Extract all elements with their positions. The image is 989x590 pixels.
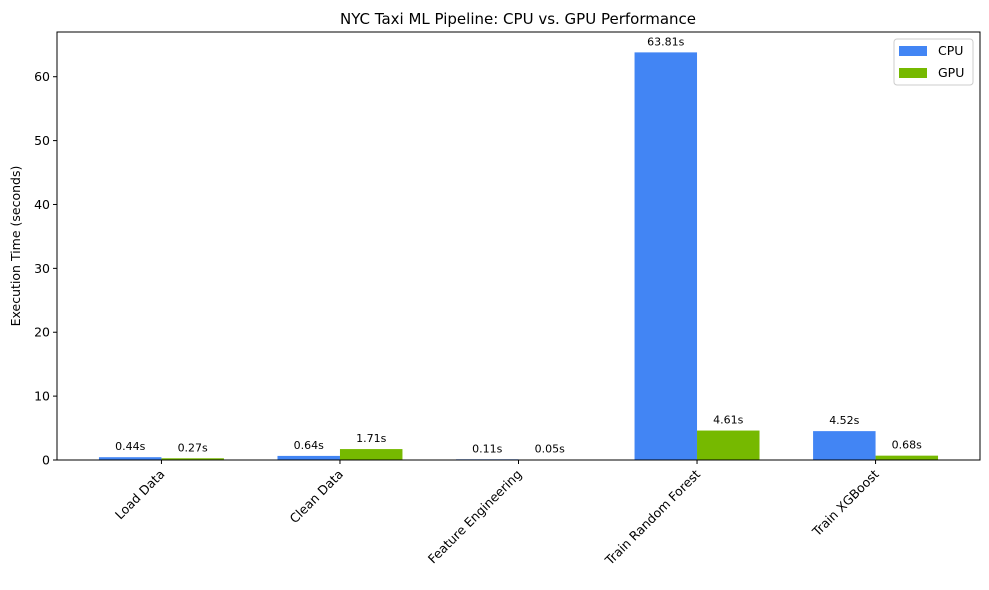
x-tick-label: Feature Engineering [425, 467, 525, 567]
y-tick-label: 60 [34, 69, 50, 84]
data-label: 4.61s [713, 414, 743, 427]
legend-swatch-cpu [899, 46, 927, 56]
bar-cpu [98, 457, 162, 460]
data-label: 0.44s [115, 440, 145, 453]
y-tick-label: 10 [34, 389, 50, 404]
x-tick-label: Train Random Forest [601, 466, 703, 568]
bar-gpu [161, 458, 224, 460]
data-label: 0.64s [294, 439, 324, 452]
data-label: 1.71s [356, 432, 386, 445]
y-tick-label: 50 [34, 133, 50, 148]
bar-gpu [339, 449, 403, 460]
legend-label: CPU [938, 43, 963, 58]
data-label: 63.81s [647, 35, 684, 48]
legend-swatch-gpu [899, 68, 927, 78]
bar-cpu [634, 52, 698, 461]
bar-cpu [813, 431, 876, 460]
plot-frame [56, 31, 981, 461]
data-label: 0.05s [535, 443, 565, 456]
data-label: 4.52s [829, 414, 859, 427]
x-tick-label: Clean Data [286, 467, 346, 527]
chart-title: NYC Taxi ML Pipeline: CPU vs. GPU Perfor… [340, 10, 696, 28]
y-tick-label: 0 [42, 453, 50, 468]
y-tick-label: 20 [34, 325, 50, 340]
legend: CPU GPU [893, 38, 974, 86]
legend-label: GPU [938, 65, 964, 80]
data-label: 0.27s [178, 441, 208, 454]
x-tick-label: Train XGBoost [808, 466, 881, 539]
y-tick-label: 30 [34, 261, 50, 276]
data-label: 0.68s [892, 439, 922, 452]
bar-gpu [697, 430, 760, 460]
y-axis-label: Execution Time (seconds) [8, 166, 23, 327]
bar-gpu [875, 455, 939, 460]
data-label: 0.11s [472, 442, 502, 455]
x-tick-label: Load Data [112, 467, 168, 523]
y-tick-label: 40 [34, 197, 50, 212]
bar-cpu [277, 455, 340, 460]
